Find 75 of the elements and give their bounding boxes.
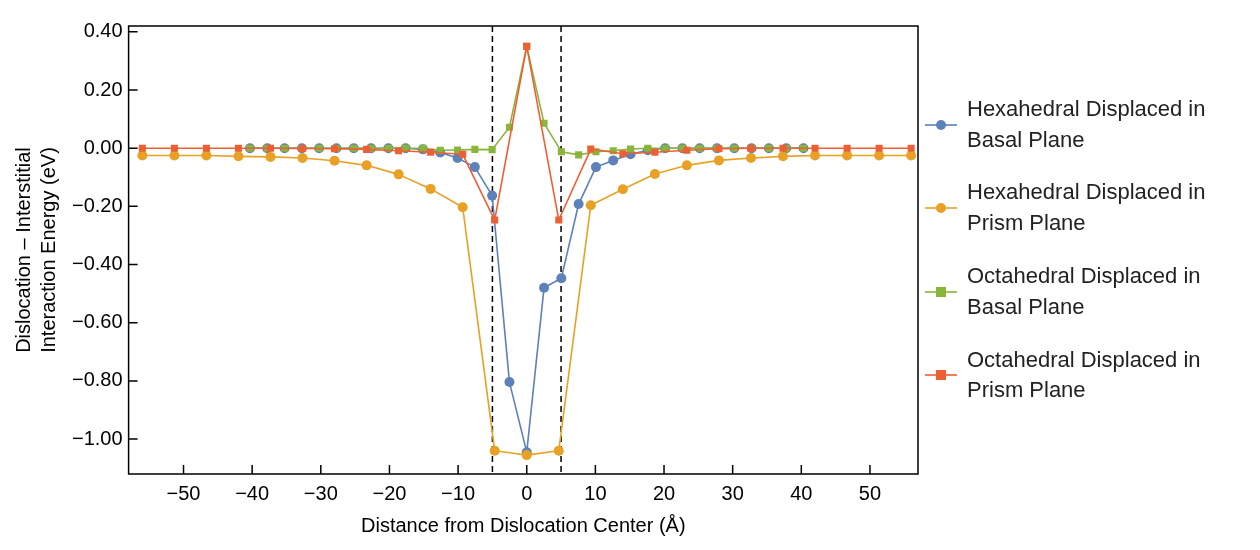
point	[683, 146, 691, 154]
point	[875, 144, 883, 152]
legend-label: Octahedral Displaced in Basal Plane	[967, 262, 1202, 321]
point	[233, 151, 244, 162]
point	[170, 144, 178, 152]
point	[777, 151, 788, 162]
point	[488, 146, 496, 154]
point	[811, 144, 819, 152]
point	[504, 377, 515, 388]
point	[681, 160, 692, 171]
point	[329, 155, 340, 166]
point	[626, 145, 635, 153]
legend-label: Octahedral Displaced in Prism Plane	[967, 345, 1202, 405]
y-tick-label: 0.40	[83, 19, 123, 42]
x-tick-label: −50	[166, 481, 201, 504]
point	[138, 144, 146, 152]
point	[651, 148, 659, 156]
point	[471, 145, 479, 153]
point	[575, 151, 583, 159]
x-tick-label: 30	[721, 481, 744, 504]
point	[617, 184, 628, 195]
point	[555, 216, 563, 224]
point	[644, 144, 652, 152]
point	[491, 216, 499, 224]
point	[395, 147, 403, 155]
point	[234, 144, 242, 152]
y-tick-label: 0.00	[83, 135, 123, 158]
x-tick-label: 10	[584, 481, 607, 504]
point	[553, 445, 564, 456]
point	[585, 200, 596, 211]
y-axis-title: Dislocation – Interstitial Interaction Energy (eV)	[12, 147, 60, 353]
point	[619, 150, 627, 158]
point	[608, 155, 619, 166]
point	[539, 282, 550, 293]
point	[487, 190, 498, 201]
point	[649, 169, 660, 180]
point	[363, 145, 371, 153]
point	[573, 199, 584, 210]
x-tick-label: 40	[790, 481, 813, 504]
y-tick-label: −0.40	[72, 252, 123, 275]
point	[556, 273, 567, 284]
point	[557, 148, 565, 156]
point	[469, 162, 480, 173]
point	[745, 153, 756, 164]
point	[202, 144, 210, 152]
x-tick-label: −40	[235, 481, 270, 504]
point	[459, 150, 467, 158]
y-tick-label: −0.80	[72, 368, 123, 391]
point	[907, 144, 915, 152]
legend-label: Hexahedral Displaced in Basal Plane	[967, 94, 1207, 154]
point	[393, 169, 404, 180]
point	[266, 144, 275, 152]
point	[457, 202, 468, 213]
point	[590, 162, 601, 173]
point	[587, 145, 595, 153]
point	[843, 144, 851, 152]
x-tick-label: 0	[521, 481, 533, 504]
y-tick-label: −0.20	[72, 193, 123, 216]
x-tick-label: −20	[372, 481, 407, 504]
y-tick-label: 0.20	[83, 77, 123, 100]
point	[265, 151, 276, 162]
y-tick-label: −1.00	[72, 426, 123, 449]
x-axis-title: Distance from Dislocation Center (Å)	[361, 513, 686, 536]
point	[361, 160, 372, 171]
x-tick-label: −30	[303, 481, 338, 504]
point	[489, 445, 500, 456]
x-tick-label: 20	[652, 481, 676, 504]
point	[297, 153, 308, 164]
x-tick-label: 50	[858, 481, 882, 504]
point	[425, 183, 436, 194]
point	[713, 155, 724, 166]
legend-label: Hexahedral Displaced in Prism Plane	[967, 178, 1207, 238]
y-tick-label: −0.60	[72, 310, 123, 333]
x-tick-label: −10	[441, 481, 476, 504]
point	[427, 148, 435, 156]
